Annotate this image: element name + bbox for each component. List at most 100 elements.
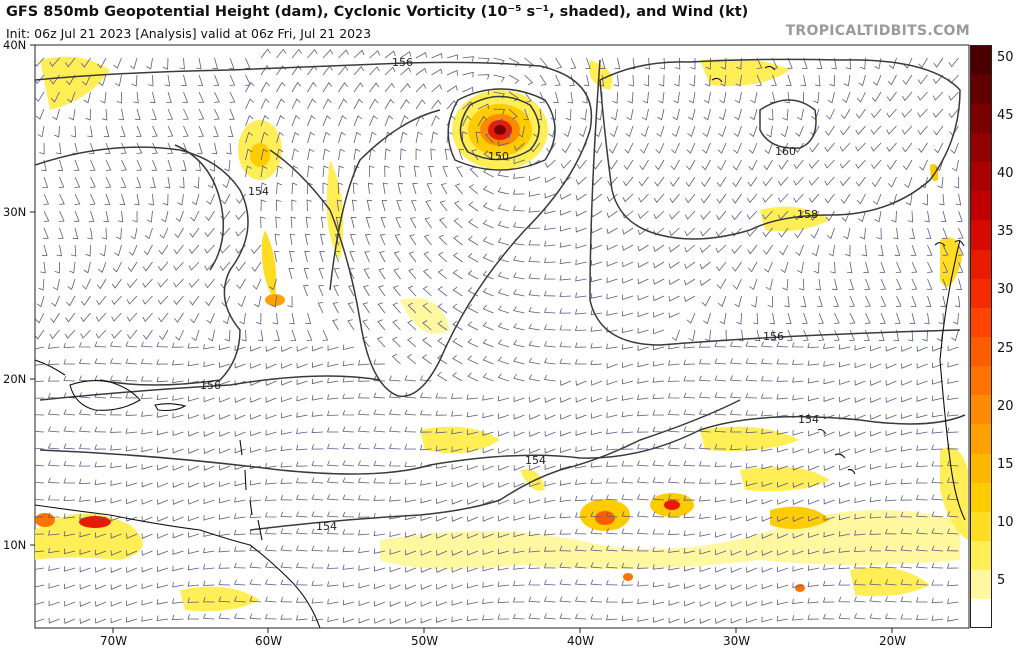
wind-barb bbox=[528, 514, 541, 521]
wind-barb bbox=[204, 244, 215, 254]
wind-barb bbox=[528, 207, 541, 213]
wind-barb bbox=[668, 312, 680, 319]
wind-barb bbox=[172, 549, 184, 555]
wind-barb bbox=[65, 312, 76, 323]
wind-barb bbox=[467, 533, 479, 539]
wind-barb bbox=[63, 443, 76, 450]
wind-barb bbox=[129, 57, 138, 70]
wind-barb bbox=[224, 329, 231, 342]
wind-barb bbox=[306, 199, 312, 212]
wind-barb bbox=[745, 463, 758, 469]
wind-barb bbox=[823, 482, 835, 488]
wind-barb bbox=[860, 57, 866, 70]
wind-barb bbox=[749, 278, 758, 291]
wind-barb bbox=[280, 462, 293, 468]
wind-barb bbox=[437, 354, 448, 365]
wind-barb bbox=[849, 295, 855, 307]
wind-barb bbox=[528, 563, 541, 569]
wind-barb bbox=[762, 193, 773, 203]
wind-barb bbox=[553, 91, 559, 104]
wind-barb bbox=[885, 413, 897, 420]
wind-barb bbox=[642, 91, 649, 104]
wind-barb bbox=[653, 617, 665, 623]
wind-barb bbox=[529, 498, 541, 504]
wind-barb bbox=[142, 261, 153, 272]
wind-barb bbox=[922, 193, 928, 206]
wind-barb bbox=[311, 615, 324, 622]
wind-barb bbox=[714, 375, 727, 382]
wind-barb bbox=[621, 310, 634, 317]
wind-barb bbox=[613, 74, 619, 87]
wind-barb bbox=[636, 427, 649, 433]
wind-barb bbox=[156, 429, 169, 436]
wind-barb bbox=[652, 393, 665, 400]
wind-barb bbox=[915, 528, 928, 535]
wind-barb bbox=[388, 461, 401, 467]
wind-barb bbox=[840, 108, 851, 120]
wind-barb bbox=[164, 74, 171, 87]
wind-barb bbox=[415, 83, 427, 93]
wind-barb bbox=[901, 396, 913, 403]
wind-barb bbox=[808, 176, 820, 186]
wind-barb bbox=[291, 199, 297, 212]
wind-barb bbox=[880, 312, 886, 324]
wind-barb bbox=[901, 346, 913, 352]
wind-barb bbox=[307, 98, 317, 110]
wind-barb bbox=[114, 244, 122, 257]
wind-barb bbox=[900, 478, 913, 485]
wind-barb bbox=[384, 98, 395, 110]
wind-barb bbox=[468, 218, 479, 229]
wind-barb bbox=[932, 74, 944, 84]
wind-barb bbox=[281, 363, 293, 369]
wind-barb bbox=[689, 74, 696, 87]
wind-barb bbox=[909, 312, 916, 325]
wind-barb bbox=[637, 210, 649, 219]
wind-barb bbox=[454, 200, 463, 212]
wind-barb bbox=[358, 582, 370, 589]
wind-barb bbox=[187, 343, 200, 349]
wind-barb bbox=[605, 478, 618, 484]
wind-barb bbox=[717, 159, 727, 171]
wind-barb bbox=[497, 339, 510, 348]
wind-barb bbox=[622, 193, 634, 203]
wind-barb bbox=[683, 392, 696, 399]
wind-barb bbox=[241, 329, 247, 342]
wind-barb bbox=[621, 562, 634, 569]
wind-barb bbox=[497, 548, 510, 555]
wind-barb bbox=[219, 448, 231, 454]
wind-barb bbox=[373, 530, 386, 537]
wind-barb bbox=[659, 57, 666, 70]
wind-barb bbox=[110, 497, 122, 504]
wind-barb bbox=[917, 74, 928, 85]
wind-barb bbox=[142, 329, 153, 340]
wind-barb bbox=[948, 108, 959, 119]
wind-barb bbox=[451, 464, 463, 470]
wind-barb bbox=[415, 115, 425, 127]
wind-barb bbox=[915, 614, 928, 621]
wind-barb bbox=[333, 268, 340, 280]
wind-barb bbox=[85, 108, 91, 121]
wind-barb bbox=[431, 68, 443, 76]
wind-barb bbox=[353, 148, 361, 161]
wind-barb bbox=[880, 278, 887, 290]
wind-barb bbox=[714, 532, 727, 538]
wind-barb bbox=[452, 320, 463, 331]
wind-barb bbox=[188, 278, 200, 288]
map-subtitle: Init: 06z Jul 21 2023 [Analysis] valid a… bbox=[6, 26, 372, 41]
wind-barb bbox=[477, 103, 489, 110]
wind-barb bbox=[111, 278, 122, 289]
wind-barb bbox=[764, 261, 773, 273]
wind-barb bbox=[946, 511, 959, 518]
wind-barb bbox=[729, 427, 742, 433]
wind-barb bbox=[234, 431, 246, 437]
wind-barb bbox=[822, 613, 835, 620]
wind-barb bbox=[529, 431, 541, 437]
wind-barb bbox=[508, 108, 518, 120]
wind-barb bbox=[559, 562, 572, 569]
wind-barb bbox=[482, 321, 494, 331]
wind-barb bbox=[336, 199, 343, 212]
wind-barb bbox=[893, 227, 899, 240]
wind-barb bbox=[544, 241, 556, 247]
wind-barb bbox=[901, 380, 913, 386]
